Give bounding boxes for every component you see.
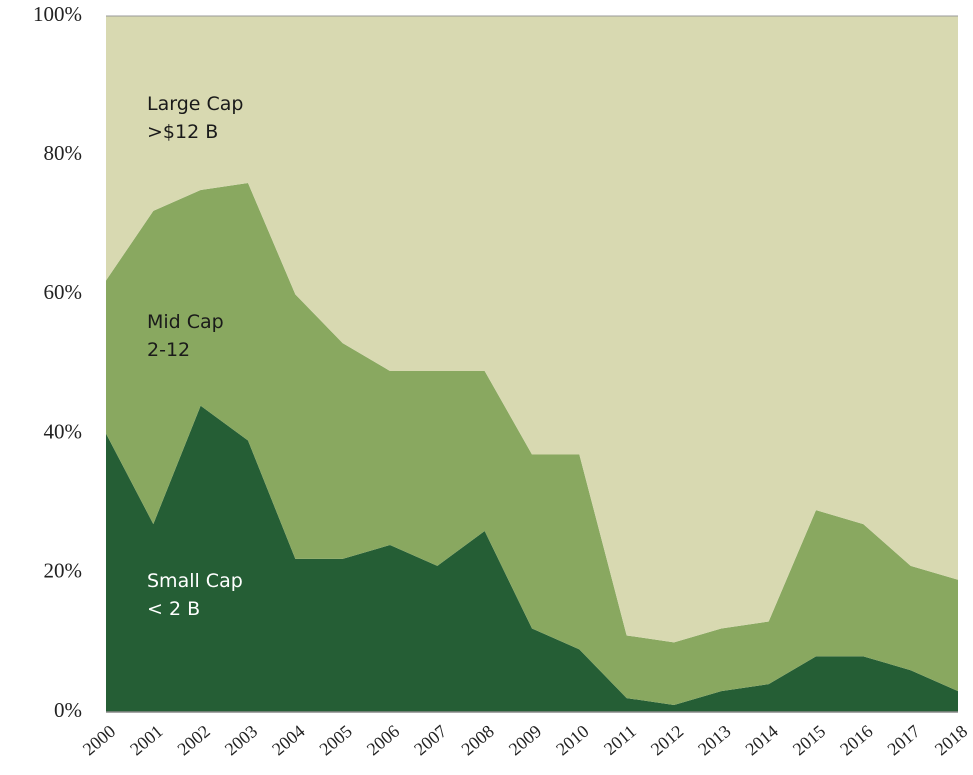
x-tick-label: 2017 xyxy=(883,721,923,759)
x-tick-label: 2018 xyxy=(931,721,971,759)
series-label: Small Cap < 2 B xyxy=(147,570,243,620)
x-tick-label: 2015 xyxy=(789,721,829,759)
x-tick-label: 2002 xyxy=(173,721,213,759)
x-tick-label: 2012 xyxy=(647,721,687,759)
area xyxy=(106,16,958,643)
x-tick-label: 2005 xyxy=(315,721,355,759)
y-tick-label: 0% xyxy=(54,698,82,722)
x-tick-label: 2003 xyxy=(221,721,261,759)
x-tick-label: 2014 xyxy=(741,721,781,759)
x-tick-label: 2001 xyxy=(126,721,166,759)
y-tick-label: 100% xyxy=(33,2,82,26)
area xyxy=(106,405,958,712)
series-label: Mid Cap 2-12 xyxy=(147,311,224,361)
area xyxy=(106,183,958,706)
x-tick-label: 2008 xyxy=(457,721,497,759)
x-tick-label: 2006 xyxy=(363,721,403,759)
y-tick-label: 40% xyxy=(44,419,83,443)
x-tick-label: 2010 xyxy=(552,721,592,759)
x-tick-label: 2007 xyxy=(410,721,450,759)
y-tick-label: 80% xyxy=(44,141,83,165)
series-label: Large Cap >$12 B xyxy=(147,93,244,143)
x-tick-label: 2016 xyxy=(836,721,876,759)
x-tick-label: 2013 xyxy=(694,721,734,759)
y-tick-label: 60% xyxy=(44,280,83,304)
y-tick-label: 20% xyxy=(44,559,83,583)
x-tick-label: 2000 xyxy=(79,721,119,759)
x-tick-label: 2004 xyxy=(268,721,308,759)
x-tick-label: 2011 xyxy=(600,721,640,759)
x-tick-label: 2009 xyxy=(505,721,545,759)
